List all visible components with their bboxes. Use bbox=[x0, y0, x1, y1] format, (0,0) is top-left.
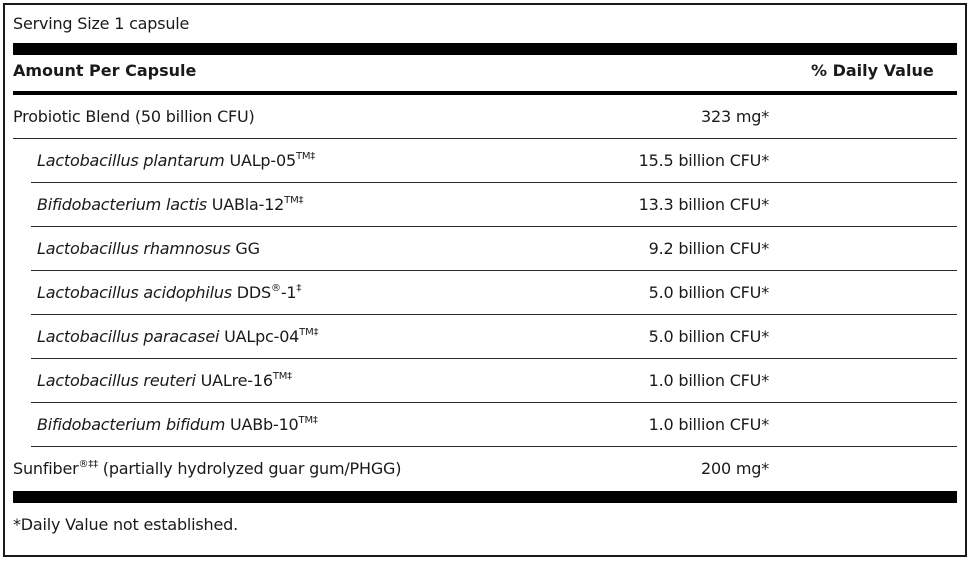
strain-species: Lactobacillus plantarum bbox=[37, 151, 225, 170]
ingredient-amount: 5.0 billion CFU* bbox=[648, 283, 770, 302]
ingredient-amount: 13.3 billion CFU* bbox=[638, 195, 770, 214]
daily-value-header: % Daily Value bbox=[811, 61, 934, 80]
ingredient-name: Sunfiber bbox=[13, 459, 79, 478]
ingredient-row-l-rhamnosus: Lactobacillus rhamnosus GG 9.2 billion C… bbox=[13, 227, 957, 271]
ingredient-row-l-reuteri: Lactobacillus reuteri UALre-16TM‡ 1.0 bi… bbox=[13, 359, 957, 403]
trademark-mark: TM‡ bbox=[299, 327, 319, 338]
strain-species: Lactobacillus paracasei bbox=[37, 327, 220, 346]
row-divider bbox=[13, 138, 957, 139]
amount-per-capsule-header: Amount Per Capsule bbox=[13, 61, 197, 80]
trademark-mark: TM‡ bbox=[284, 195, 304, 206]
ingredient-row-probiotic-blend: Probiotic Blend (50 billion CFU) 323 mg* bbox=[13, 95, 957, 139]
row-divider bbox=[31, 446, 957, 447]
strain-code: UABb-10 bbox=[225, 415, 299, 434]
strain-species: Lactobacillus acidophilus bbox=[37, 283, 232, 302]
ingredient-row-l-plantarum: Lactobacillus plantarum UALp-05TM‡ 15.5 … bbox=[13, 139, 957, 183]
footnote-mark: ‡ bbox=[296, 283, 302, 294]
strain-code: GG bbox=[230, 239, 260, 258]
divider-thick-bottom bbox=[13, 491, 957, 503]
divider-header bbox=[13, 91, 957, 95]
ingredient-amount: 323 mg* bbox=[701, 107, 769, 126]
ingredient-amount: 1.0 billion CFU* bbox=[648, 371, 770, 390]
row-divider bbox=[31, 182, 957, 183]
ingredient-row-l-paracasei: Lactobacillus paracasei UALpc-04TM‡ 5.0 … bbox=[13, 315, 957, 359]
strain-code: DDS bbox=[231, 283, 271, 302]
strain-code: UABla-12 bbox=[206, 195, 285, 214]
registered-mark: ®‡‡ bbox=[78, 459, 99, 470]
row-divider bbox=[31, 314, 957, 315]
strain-code: UALre-16 bbox=[195, 371, 273, 390]
row-divider bbox=[31, 358, 957, 359]
strain-species: Lactobacillus rhamnosus bbox=[37, 239, 231, 258]
row-divider bbox=[31, 270, 957, 271]
strain-species: Bifidobacterium lactis bbox=[37, 195, 207, 214]
supplement-facts-panel: Serving Size 1 capsule Amount Per Capsul… bbox=[3, 3, 967, 557]
ingredient-amount: 9.2 billion CFU* bbox=[648, 239, 770, 258]
divider-thick-top bbox=[13, 43, 957, 55]
ingredient-description: (partially hydrolyzed guar gum/PHGG) bbox=[97, 459, 402, 478]
trademark-mark: TM‡ bbox=[272, 371, 292, 382]
ingredient-row-b-lactis: Bifidobacterium lactis UABla-12TM‡ 13.3 … bbox=[13, 183, 957, 227]
strain-code: UALpc-04 bbox=[219, 327, 300, 346]
strain-species: Lactobacillus reuteri bbox=[37, 371, 196, 390]
ingredient-amount: 200 mg* bbox=[701, 459, 769, 478]
row-divider bbox=[31, 402, 957, 403]
footnote: *Daily Value not established. bbox=[13, 515, 238, 534]
registered-mark: ® bbox=[271, 283, 281, 294]
ingredient-amount: 1.0 billion CFU* bbox=[648, 415, 770, 434]
strain-code: UALp-05 bbox=[224, 151, 296, 170]
trademark-mark: TM‡ bbox=[295, 151, 316, 162]
ingredient-row-l-acidophilus: Lactobacillus acidophilus DDS®-1‡ 5.0 bi… bbox=[13, 271, 957, 315]
row-divider bbox=[31, 226, 957, 227]
ingredient-amount: 15.5 billion CFU* bbox=[638, 151, 770, 170]
strain-code-suffix: -1 bbox=[280, 283, 297, 302]
ingredient-name: Probiotic Blend (50 billion CFU) bbox=[13, 107, 255, 126]
ingredient-row-b-bifidum: Bifidobacterium bifidum UABb-10TM‡ 1.0 b… bbox=[13, 403, 957, 447]
strain-species: Bifidobacterium bifidum bbox=[37, 415, 226, 434]
trademark-mark: TM‡ bbox=[298, 415, 318, 426]
ingredient-amount: 5.0 billion CFU* bbox=[648, 327, 770, 346]
serving-size: Serving Size 1 capsule bbox=[13, 14, 190, 33]
ingredient-row-sunfiber: Sunfiber®‡‡ (partially hydrolyzed guar g… bbox=[13, 447, 957, 491]
